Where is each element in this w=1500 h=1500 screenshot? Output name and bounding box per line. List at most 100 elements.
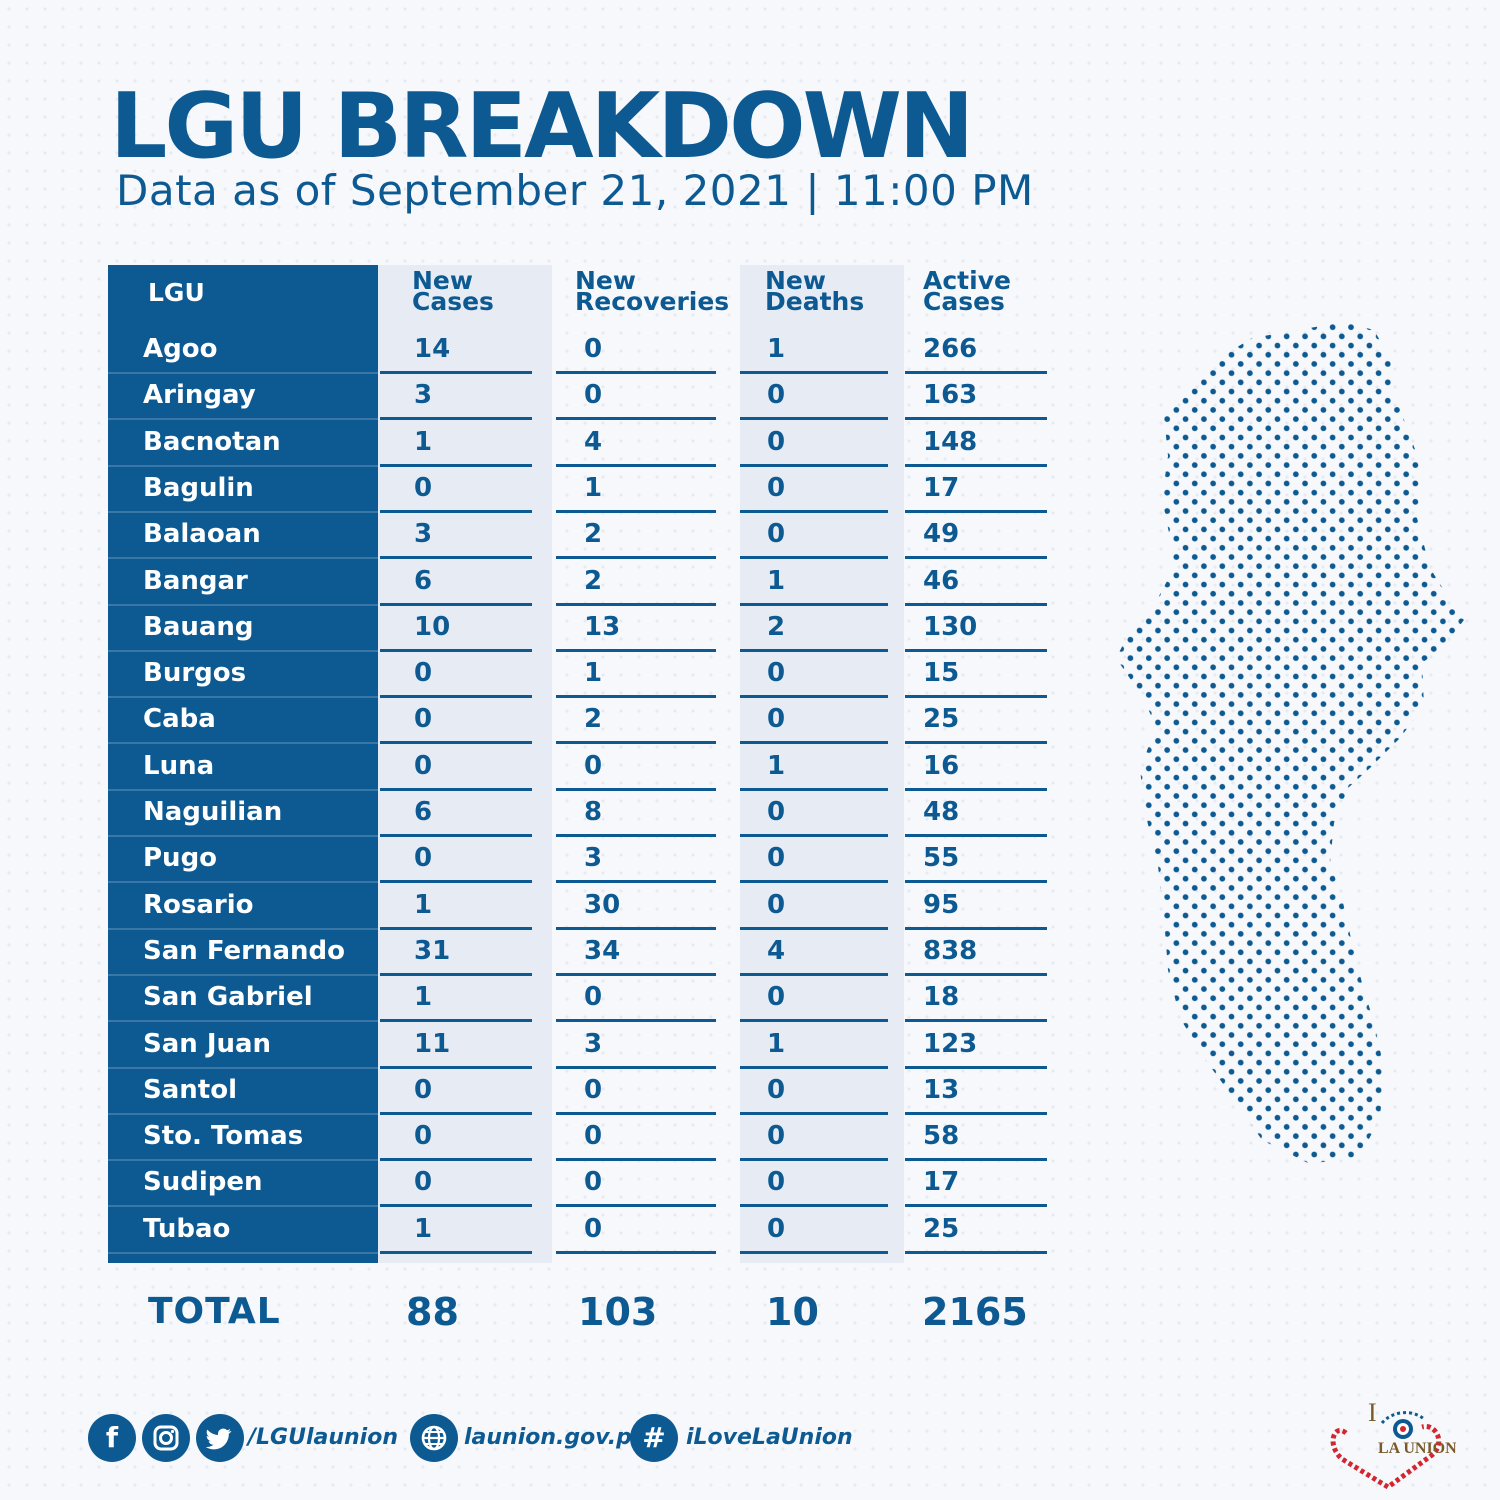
row-divider <box>108 1159 378 1162</box>
website-link[interactable]: launion.gov.ph <box>464 1425 648 1450</box>
row-divider <box>905 1250 1047 1254</box>
row-divider <box>740 1204 888 1208</box>
row-divider <box>556 1019 716 1023</box>
row-divider <box>380 371 532 374</box>
row-divider <box>905 648 1047 652</box>
row-divider <box>108 510 378 513</box>
new-recoveries-cell: 2 <box>584 565 603 596</box>
row-divider <box>556 371 716 374</box>
active-cases-cell: 266 <box>923 334 978 364</box>
row-divider <box>380 972 532 976</box>
row-divider <box>740 509 888 513</box>
lgu-name: Sudipen <box>143 1167 263 1198</box>
social-handle[interactable]: /LGUlaunion <box>248 1425 399 1450</box>
hashtag-icon[interactable]: # <box>630 1414 678 1462</box>
table-row: San Fernando 31 34 4 838 <box>0 930 1060 976</box>
row-divider <box>380 648 532 652</box>
new-recoveries-cell: 13 <box>584 611 621 642</box>
row-divider <box>905 1065 1047 1069</box>
row-divider <box>556 741 716 745</box>
new-deaths-cell: 0 <box>767 704 786 735</box>
new-cases-cell: 14 <box>414 334 451 364</box>
row-divider <box>380 880 532 884</box>
table-row: Tubao 1 0 0 25 <box>0 1208 1060 1254</box>
lgu-name: Bauang <box>143 611 254 642</box>
new-recoveries-cell: 2 <box>584 519 603 550</box>
lgu-name: Burgos <box>143 658 247 689</box>
twitter-icon[interactable] <box>196 1414 244 1462</box>
row-divider <box>380 1204 532 1208</box>
new-recoveries-cell: 0 <box>584 982 603 1013</box>
table-row: Caba 0 2 0 25 <box>0 698 1060 745</box>
table-row: Aringay 3 0 0 163 <box>0 374 1060 421</box>
row-divider <box>740 463 888 467</box>
row-divider <box>905 463 1047 467</box>
row-divider <box>556 1204 716 1208</box>
row-divider <box>556 1158 716 1162</box>
table-row: Bacnotan 1 4 0 148 <box>0 421 1060 467</box>
row-divider <box>740 880 888 884</box>
row-divider <box>740 648 888 652</box>
new-cases-cell: 11 <box>414 1028 451 1059</box>
row-divider <box>108 1066 378 1069</box>
row-divider <box>108 1112 378 1115</box>
row-divider <box>108 418 378 421</box>
row-divider <box>556 880 716 884</box>
row-divider <box>380 1250 532 1254</box>
dotted-map-illustration <box>1116 322 1464 1164</box>
row-divider <box>740 556 888 560</box>
row-divider <box>740 1111 888 1115</box>
globe-icon[interactable] <box>410 1414 458 1462</box>
row-divider <box>108 1205 378 1208</box>
active-cases-cell: 163 <box>923 380 978 411</box>
row-divider <box>905 509 1047 513</box>
footer-social-bar: f /LGUlaunion launion.gov.ph # iLoveLaUn… <box>88 1414 868 1466</box>
row-divider <box>740 602 888 606</box>
row-divider <box>740 417 888 421</box>
row-divider <box>108 372 378 374</box>
new-cases-cell: 1 <box>414 1213 433 1244</box>
lgu-name: Balaoan <box>143 519 261 550</box>
total-active-cases: 2165 <box>922 1290 1028 1334</box>
i-love-la-union-logo: I LA UNION <box>1330 1398 1456 1489</box>
row-divider <box>380 741 532 745</box>
active-cases-cell: 148 <box>923 426 978 457</box>
new-deaths-cell: 0 <box>767 982 786 1013</box>
row-divider <box>380 509 532 513</box>
new-cases-cell: 6 <box>414 797 433 827</box>
active-cases-cell: 58 <box>923 1121 960 1152</box>
new-cases-cell: 6 <box>414 565 433 596</box>
header-new-cases: New Cases <box>412 266 494 316</box>
active-cases-cell: 15 <box>923 658 960 689</box>
row-divider <box>380 1111 532 1115</box>
new-deaths-cell: 0 <box>767 843 786 874</box>
active-cases-cell: 130 <box>923 611 978 642</box>
total-new-deaths: 10 <box>766 1290 819 1334</box>
new-recoveries-cell: 8 <box>584 797 603 827</box>
active-cases-cell: 95 <box>923 889 960 920</box>
row-divider <box>556 556 716 560</box>
new-deaths-cell: 1 <box>767 1028 786 1059</box>
instagram-icon[interactable] <box>142 1414 190 1462</box>
facebook-icon[interactable]: f <box>88 1414 136 1462</box>
row-divider <box>556 972 716 976</box>
header-active-cases: Active Cases <box>923 266 1011 316</box>
row-divider <box>380 463 532 467</box>
new-deaths-cell: 0 <box>767 1167 786 1198</box>
row-divider <box>108 603 378 606</box>
header-new-recoveries: New Recoveries <box>575 266 730 316</box>
row-divider <box>380 417 532 421</box>
row-divider <box>905 1204 1047 1208</box>
row-divider <box>905 1019 1047 1023</box>
lgu-name: Aringay <box>143 380 256 411</box>
row-divider <box>108 742 378 745</box>
row-divider <box>380 1065 532 1069</box>
lgu-name: Pugo <box>143 843 218 874</box>
new-deaths-cell: 1 <box>767 334 786 364</box>
row-divider <box>905 834 1047 837</box>
total-label: TOTAL <box>148 1291 281 1332</box>
row-divider <box>905 1111 1047 1115</box>
row-divider <box>740 787 888 791</box>
lgu-column-band <box>108 265 378 1263</box>
hashtag-text[interactable]: iLoveLaUnion <box>686 1425 853 1450</box>
